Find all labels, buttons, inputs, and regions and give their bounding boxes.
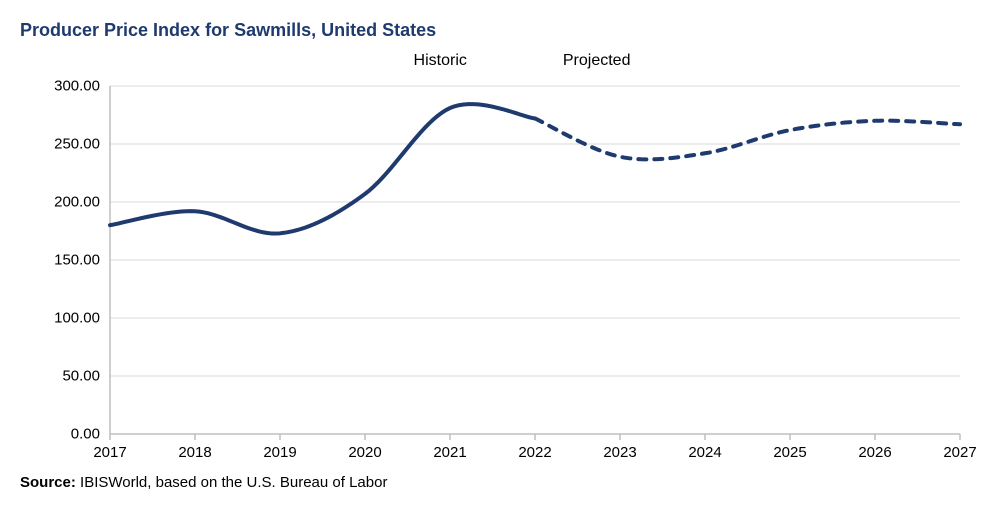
- ytick-label: 250.00: [10, 136, 100, 153]
- xtick-label: 2020: [348, 444, 381, 461]
- legend-item-projected: Projected: [507, 52, 631, 70]
- xtick-label: 2027: [943, 444, 976, 461]
- series-projected: [535, 118, 960, 159]
- legend: Historic Projected: [358, 52, 631, 70]
- legend-label-projected: Projected: [563, 52, 631, 70]
- xtick-label: 2022: [518, 444, 551, 461]
- legend-item-historic: Historic: [358, 52, 467, 70]
- ytick-label: 150.00: [10, 252, 100, 269]
- ytick-label: 200.00: [10, 194, 100, 211]
- legend-label-historic: Historic: [414, 52, 467, 70]
- source-line: Source: IBISWorld, based on the U.S. Bur…: [20, 474, 387, 491]
- chart-title: Producer Price Index for Sawmills, Unite…: [20, 20, 436, 41]
- plot-area: [110, 86, 960, 434]
- ytick-label: 300.00: [10, 78, 100, 95]
- xtick-label: 2025: [773, 444, 806, 461]
- xtick-label: 2021: [433, 444, 466, 461]
- ytick-label: 50.00: [10, 368, 100, 385]
- xtick-label: 2023: [603, 444, 636, 461]
- xtick-label: 2026: [858, 444, 891, 461]
- xtick-label: 2018: [178, 444, 211, 461]
- xtick-label: 2019: [263, 444, 296, 461]
- source-text: IBISWorld, based on the U.S. Bureau of L…: [80, 474, 387, 491]
- xtick-label: 2024: [688, 444, 721, 461]
- ytick-label: 100.00: [10, 310, 100, 327]
- series-historic: [110, 104, 535, 233]
- source-label: Source:: [20, 474, 76, 491]
- ytick-label: 0.00: [10, 426, 100, 443]
- xtick-label: 2017: [93, 444, 126, 461]
- plot-svg: [110, 86, 960, 434]
